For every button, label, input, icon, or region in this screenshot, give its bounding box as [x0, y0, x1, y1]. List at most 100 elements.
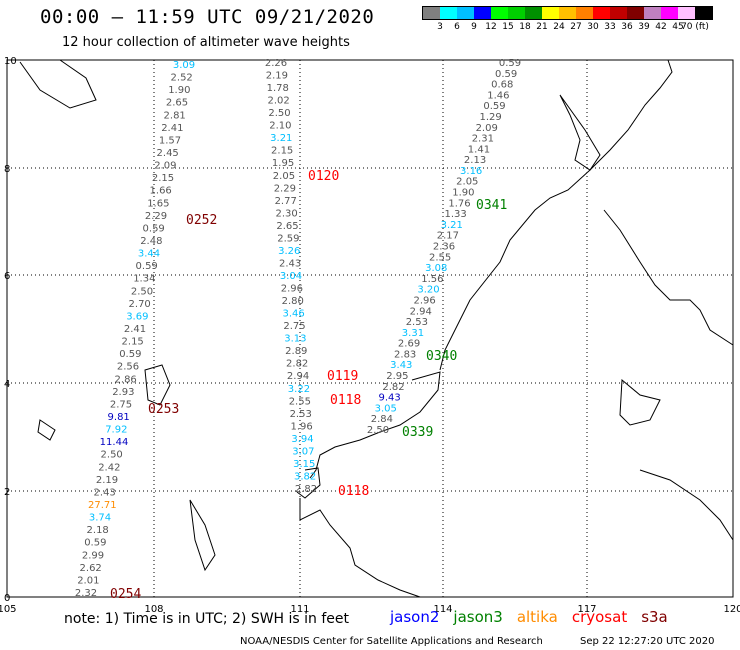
swh-value: 0.68 — [491, 80, 513, 91]
pass-time-labels: 0252 0253 0254 0120 0119 0118 0118 0341 0340 0339 — [110, 169, 507, 602]
satellite-name: s3a — [641, 608, 668, 626]
coast-palawan-island — [559, 94, 601, 171]
swh-value: 9.81 — [108, 412, 130, 423]
footer-credit: NOAA/NESDIS Center for Satellite Applica… — [240, 636, 543, 647]
legend-color-box — [576, 7, 593, 19]
legend-color-box — [508, 7, 525, 19]
swh-value: 2.36 — [433, 242, 455, 253]
map-subtitle: 12 hour collection of altimeter wave hei… — [62, 35, 350, 50]
swh-value: 3.46 — [283, 309, 305, 320]
swh-value: 2.53 — [406, 317, 428, 328]
legend-tick-label: 18 — [519, 22, 531, 32]
swh-value: 2.29 — [274, 183, 296, 194]
swh-value: 3.20 — [417, 285, 439, 296]
footer-timestamp: Sep 22 12:27:20 UTC 2020 — [580, 636, 715, 647]
swh-value: 1.76 — [448, 198, 470, 209]
swh-value: 2.65 — [166, 98, 188, 109]
swh-value: 0.59 — [84, 538, 106, 549]
legend-ticks: 3 6 9 12 15 18 21 24 27 30 33 36 39 42 45 70 (ft) — [422, 20, 713, 34]
swh-value: 2.77 — [275, 196, 297, 207]
swh-value: 2.01 — [77, 575, 99, 586]
footer-note: note: 1) Time is in UTC; 2) SWH is in fe… — [64, 611, 350, 627]
swh-value: 3.43 — [390, 360, 412, 371]
pass-label: 0341 — [476, 198, 507, 213]
swh-value: 2.62 — [80, 563, 102, 574]
swh-value: 2.86 — [115, 374, 137, 385]
coast-natuna-island — [144, 364, 171, 406]
coast-bangka — [189, 499, 216, 572]
longitude-tick: 117 — [577, 604, 596, 615]
latitude-tick: 6 — [4, 271, 10, 282]
swh-value: 1.90 — [168, 85, 190, 96]
swh-value: 2.09 — [476, 123, 498, 134]
swh-value: 1.29 — [479, 112, 501, 123]
swh-value: 3.09 — [173, 60, 195, 71]
swh-value: 2.30 — [275, 208, 297, 219]
swh-value: 3.15 — [293, 459, 315, 470]
swh-value: 2.82 — [382, 382, 404, 393]
color-scale-legend: 3 6 9 12 15 18 21 24 27 30 33 36 39 42 45 70 (ft) — [422, 6, 713, 34]
legend-color-box — [661, 7, 678, 19]
swh-value: 2.70 — [129, 299, 151, 310]
swh-value: 2.50 — [101, 450, 123, 461]
legend-color-box — [474, 7, 491, 19]
legend-tick-label: 42 — [655, 22, 667, 32]
legend-tick-label: 9 — [471, 22, 477, 32]
legend-color-box — [644, 7, 661, 19]
satellite-legend: jason2 jason3 altika cryosat s3a — [390, 608, 682, 626]
swh-value: 2.02 — [268, 96, 290, 107]
coast-borneo-west — [309, 371, 441, 479]
swh-value: 2.96 — [413, 295, 435, 306]
swh-value: 0.59 — [483, 101, 505, 112]
swh-value: 2.43 — [279, 258, 301, 269]
latitude-tick: 8 — [4, 164, 10, 175]
swh-value: 2.15 — [152, 173, 174, 184]
swh-value: 2.09 — [154, 161, 176, 172]
pass-label: 0119 — [327, 369, 358, 384]
legend-color-box — [593, 7, 610, 19]
swh-value: 2.50 — [367, 425, 389, 436]
coast-kuching — [296, 467, 321, 499]
swh-value: 2.19 — [266, 71, 288, 82]
pass-label: 0339 — [402, 425, 433, 440]
swh-value: 2.83 — [394, 349, 416, 360]
altimeter-tracks: 3.092.521.902.652.812.411.572.452.092.15… — [75, 58, 521, 599]
longitude-tick-labels: 105 108 111 114 117 120 — [0, 604, 740, 615]
swh-value: 3.13 — [284, 334, 306, 345]
swh-value: 2.93 — [112, 387, 134, 398]
pass-label: 0252 — [186, 213, 217, 228]
swh-value: 11.44 — [100, 437, 129, 448]
swh-value: 3.31 — [402, 328, 424, 339]
longitude-tick: 105 — [0, 604, 17, 615]
swh-value: 3.21 — [441, 220, 463, 231]
legend-tick-label: 12 — [485, 22, 497, 32]
swh-value: 2.32 — [75, 588, 97, 599]
swh-value: 1.41 — [468, 144, 490, 155]
swh-value: 0.59 — [499, 58, 521, 69]
swh-value: 2.80 — [282, 296, 304, 307]
legend-color-box — [457, 7, 474, 19]
legend-tick-label: 21 — [536, 22, 548, 32]
swh-value: 3.07 — [292, 446, 314, 457]
legend-tick-label: 30 — [587, 22, 599, 32]
legend-color-box — [695, 7, 712, 19]
lat-lon-grid — [7, 60, 733, 597]
map-frame — [6, 59, 734, 598]
latitude-tick-labels: 0 2 4 6 8 10 — [4, 56, 17, 604]
swh-value: 2.05 — [456, 177, 478, 188]
coast-philippines — [603, 209, 734, 346]
legend-color-box — [525, 7, 542, 19]
swh-value: 2.29 — [145, 211, 167, 222]
swh-value: 3.74 — [89, 513, 111, 524]
coastline — [19, 59, 734, 598]
legend-tick-label: 70 (ft) — [681, 22, 709, 32]
swh-value: 1.90 — [452, 188, 474, 199]
swh-value: 2.43 — [94, 487, 116, 498]
swh-value: 2.05 — [273, 171, 295, 182]
legend-tick-label: 36 — [621, 22, 633, 32]
legend-color-boxes — [422, 6, 713, 20]
swh-value: 1.78 — [267, 83, 289, 94]
swh-value: 2.50 — [268, 108, 290, 119]
coast-palawan-sabah — [439, 59, 673, 371]
